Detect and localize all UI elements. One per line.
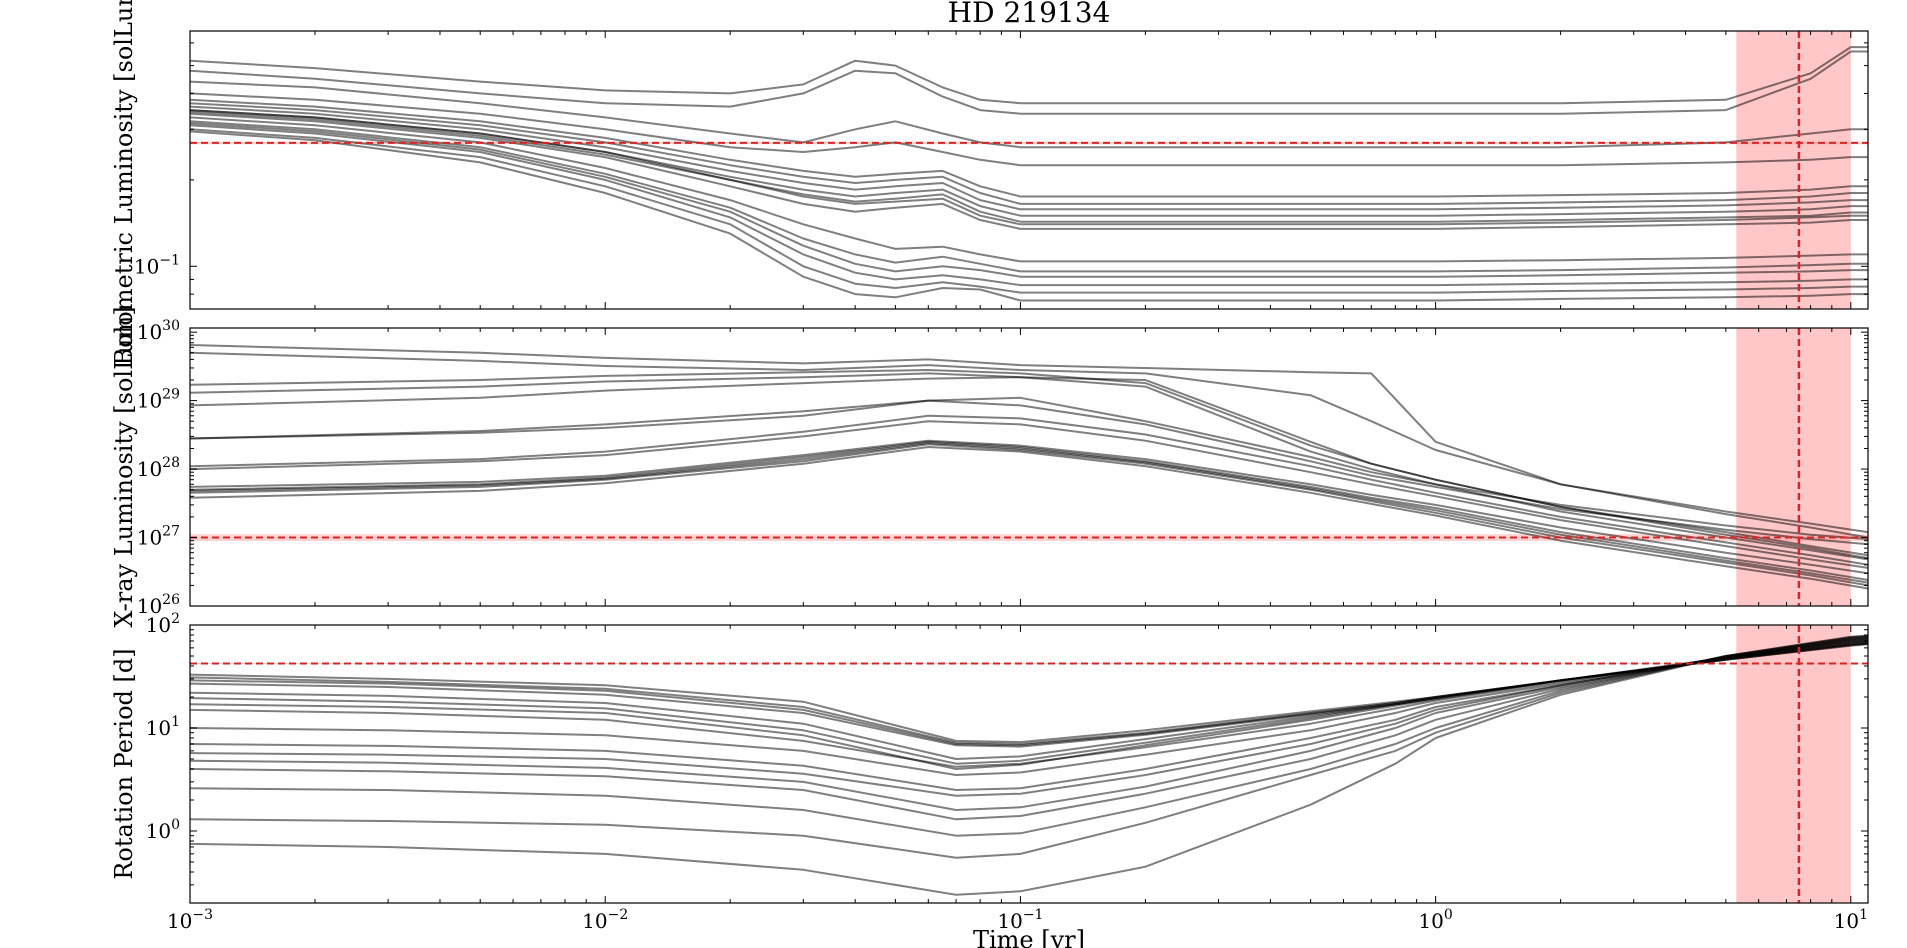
y-ticks: [190, 624, 1868, 904]
model-track-1: [190, 46, 1868, 105]
age-uncertainty-band: [1736, 625, 1851, 903]
x-axis-label: Time [yr]: [973, 926, 1085, 948]
y-axis-label-bolometric-luminosity: Bolometric Luminosity [solLum]: [110, 0, 138, 365]
model-track-7: [190, 640, 1868, 770]
model-track-5: [190, 376, 1868, 560]
y-tick-label: 10−1: [134, 252, 180, 278]
model-track-4: [190, 92, 1868, 167]
y-tick-label: 1030: [137, 318, 180, 344]
x-tick-label: 10−3: [167, 907, 213, 933]
y-axis-label-xray-luminosity: X-ray Luminosity [solLum]: [110, 306, 138, 627]
model-track-2: [190, 642, 1868, 745]
x-ticks: [189, 31, 1852, 309]
y-ticks: [190, 331, 1868, 607]
x-ticks: [189, 328, 1852, 606]
model-track-16: [190, 128, 1868, 294]
model-track-17: [190, 130, 1868, 302]
model-track-9: [190, 420, 1868, 569]
model-track-13: [190, 120, 1868, 273]
y-tick-label: 1028: [137, 455, 180, 481]
model-track-1: [190, 344, 1868, 534]
panel-rotation-period: 100 101 102 Rotation Period [d] 10−3 10−2 10−1…: [110, 611, 1869, 933]
model-track-12: [190, 442, 1868, 584]
y-ticks: [190, 42, 1868, 295]
x-ticks: [189, 625, 1852, 903]
y-tick-label: 100: [146, 817, 180, 843]
model-track-15: [190, 124, 1868, 287]
x-tick-label: 101: [1834, 907, 1868, 933]
model-track-12: [190, 116, 1868, 263]
model-track-16: [190, 634, 1868, 896]
model-track-14: [190, 446, 1868, 590]
chart-title: HD 219134: [948, 0, 1111, 29]
x-tick-label: 10−1: [997, 907, 1043, 933]
model-track-7: [190, 399, 1868, 546]
model-track-9: [190, 110, 1868, 223]
plot-frame: [189, 30, 1869, 310]
model-track-2: [190, 351, 1868, 539]
y-tick-label: 1027: [137, 524, 180, 550]
model-track-7: [190, 105, 1868, 211]
y-tick-label: 101: [146, 714, 180, 740]
plot-frame: [189, 327, 1869, 607]
model-track-3: [190, 369, 1868, 557]
model-track-10: [190, 439, 1868, 575]
plot-frame: [189, 624, 1869, 904]
model-tracks: [190, 634, 1868, 896]
model-track-3: [190, 642, 1868, 747]
model-track-6: [190, 102, 1868, 205]
model-track-11: [190, 440, 1868, 581]
model-track-6: [190, 396, 1868, 541]
y-tick-label: 1029: [137, 387, 180, 413]
model-tracks: [190, 46, 1868, 302]
model-track-4: [190, 372, 1868, 561]
model-track-2: [190, 50, 1868, 115]
x-tick-label: 100: [1418, 907, 1452, 933]
y-tick-label: 102: [146, 611, 180, 637]
model-track-1: [190, 643, 1868, 744]
model-track-14: [190, 122, 1868, 278]
model-track-5: [190, 98, 1868, 198]
model-track-10: [190, 109, 1868, 226]
age-uncertainty-band: [1736, 31, 1851, 309]
model-track-13: [190, 443, 1868, 587]
y-tick-label: 1026: [137, 592, 180, 618]
model-tracks: [190, 344, 1868, 590]
y-axis-label-rotation-period: Rotation Period [d]: [110, 648, 138, 879]
model-track-11: [190, 112, 1868, 230]
x-tick-label: 10−2: [582, 907, 628, 933]
